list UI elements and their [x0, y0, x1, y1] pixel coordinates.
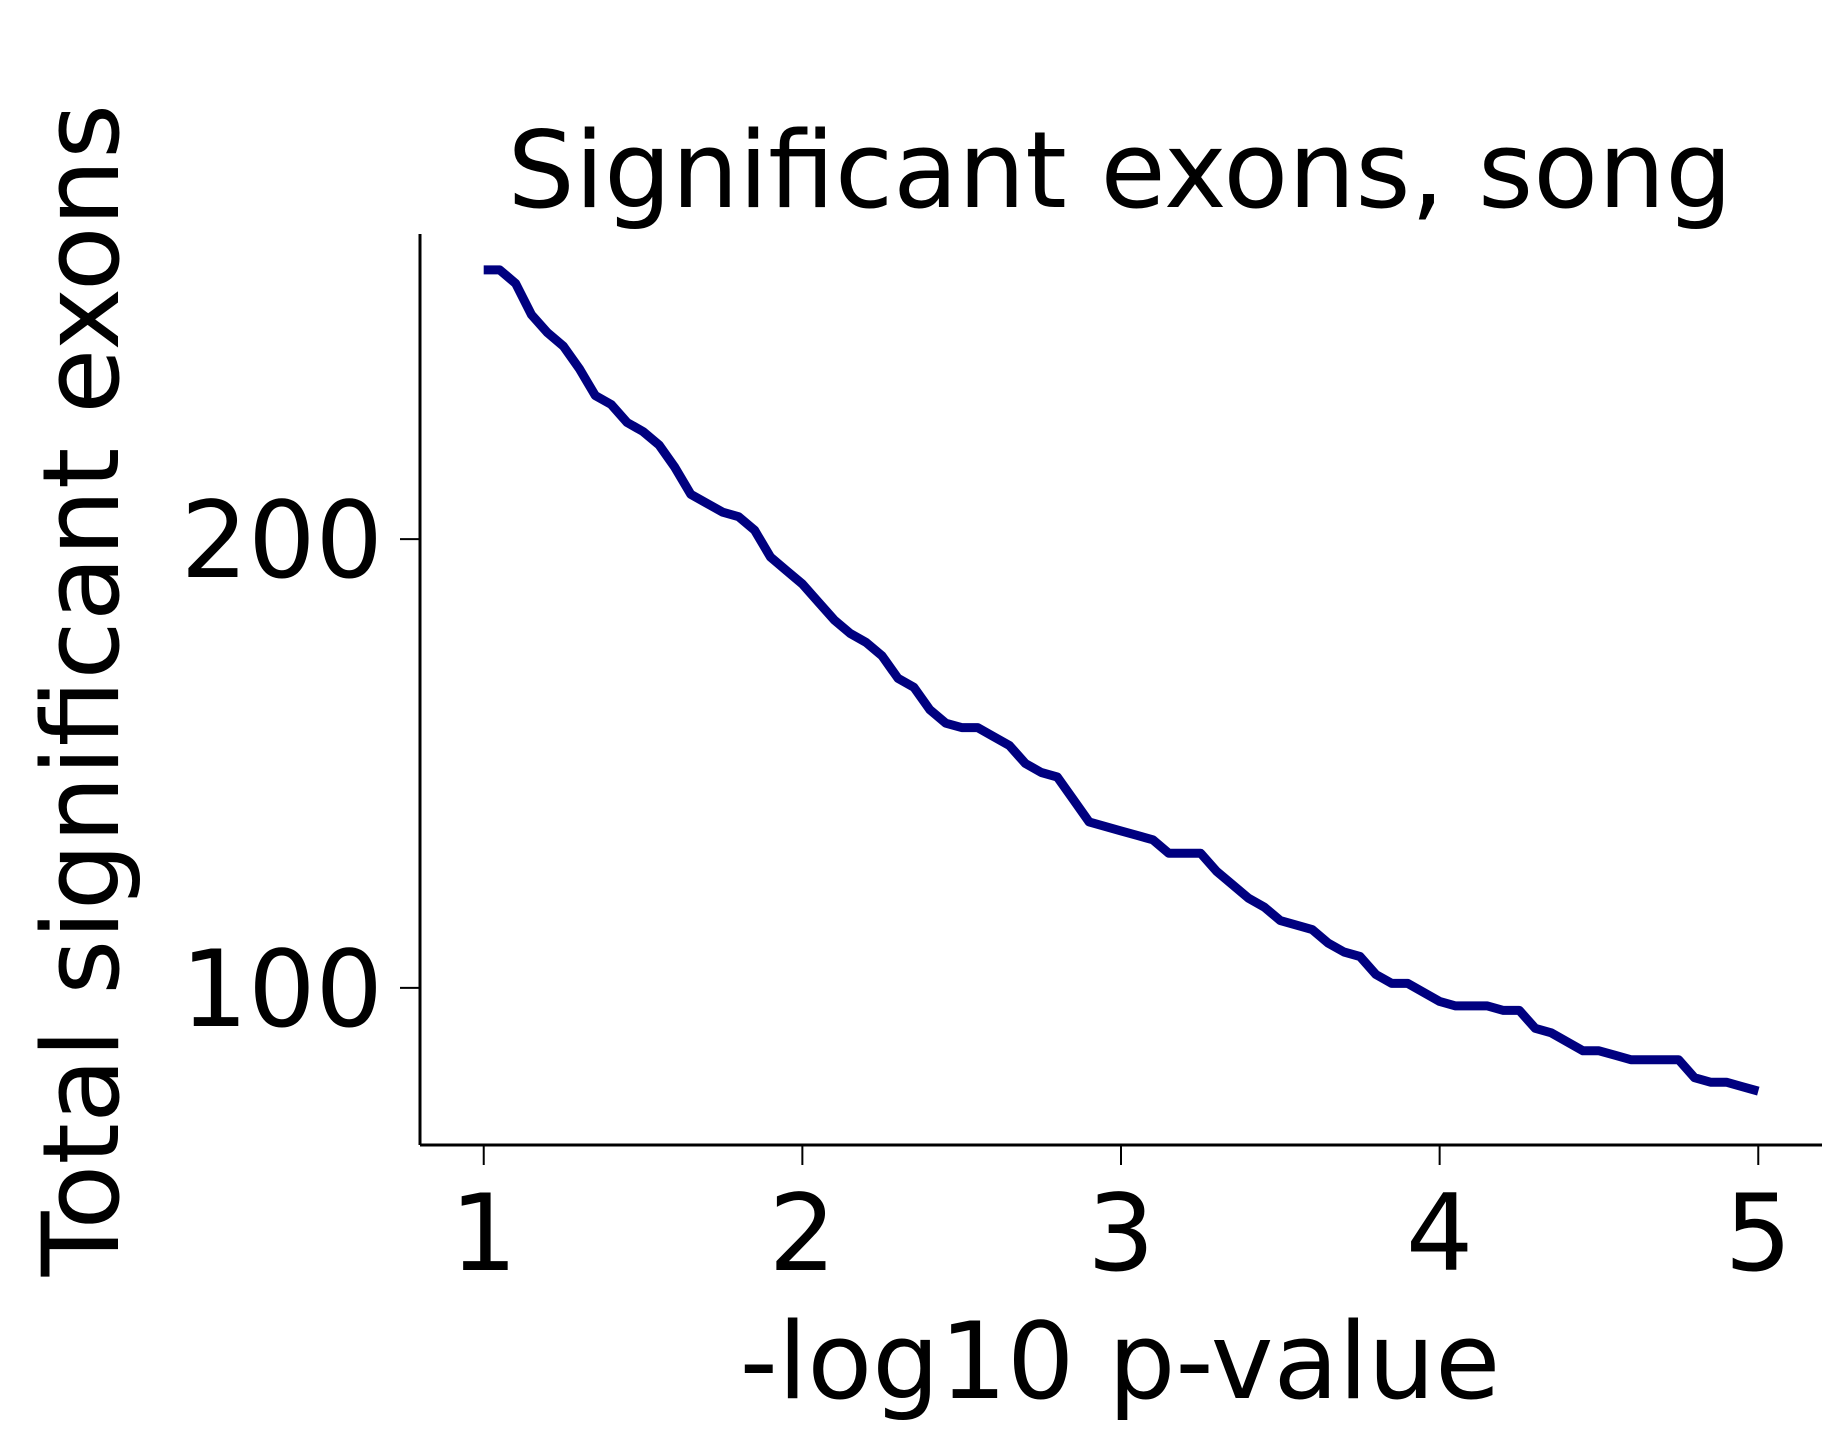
y-ticks: 100 200: [181, 479, 420, 1051]
series-group: [483, 265, 1760, 1096]
series-line-1: [483, 265, 1760, 1096]
y-tick-label: 100: [181, 928, 383, 1051]
x-tick-label: 3: [1087, 1172, 1154, 1295]
y-axis-label: Total significant exons: [20, 104, 143, 1277]
x-ticks: 1 2 3 4 5: [450, 1145, 1792, 1295]
x-axis-label: -log10 p-value: [740, 1300, 1501, 1423]
x-tick-label: 2: [769, 1172, 836, 1295]
chart-title: Significant exons, song: [507, 109, 1732, 232]
x-tick-label: 4: [1406, 1172, 1473, 1295]
x-tick-label: 1: [450, 1172, 517, 1295]
y-tick-label: 200: [181, 479, 383, 602]
x-tick-label: 5: [1725, 1172, 1792, 1295]
